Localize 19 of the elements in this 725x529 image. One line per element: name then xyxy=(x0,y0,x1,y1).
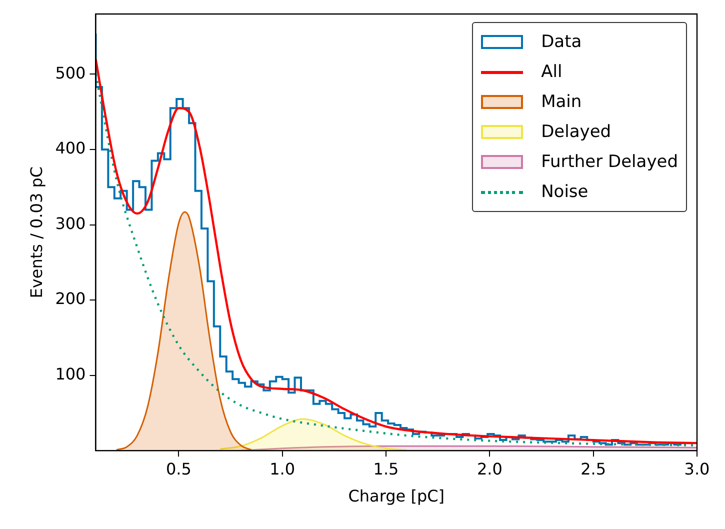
legend-label: Further Delayed xyxy=(541,152,678,172)
legend-label: Main xyxy=(541,92,582,112)
x-tick-label: 2.0 xyxy=(476,459,502,478)
y-tick-label: 200 xyxy=(55,289,86,308)
x-tick-label: 2.5 xyxy=(580,459,606,478)
legend-label: Delayed xyxy=(541,122,612,142)
y-tick-label: 500 xyxy=(55,63,86,82)
y-tick-label: 100 xyxy=(55,364,86,384)
x-tick-label: 1.0 xyxy=(270,459,296,478)
y-tick-label: 400 xyxy=(55,138,86,158)
x-tick-label: 1.5 xyxy=(373,459,399,478)
x-tick-label: 0.5 xyxy=(166,459,192,478)
legend-label: All xyxy=(541,62,562,82)
legend-label: Data xyxy=(541,32,582,52)
y-axis-title: Events / 0.03 pC xyxy=(26,166,46,298)
x-axis-title: Charge [pC] xyxy=(348,486,445,506)
x-tick-label: 3.0 xyxy=(684,459,710,478)
legend-label: Noise xyxy=(541,182,588,202)
y-tick-label: 300 xyxy=(55,214,86,233)
